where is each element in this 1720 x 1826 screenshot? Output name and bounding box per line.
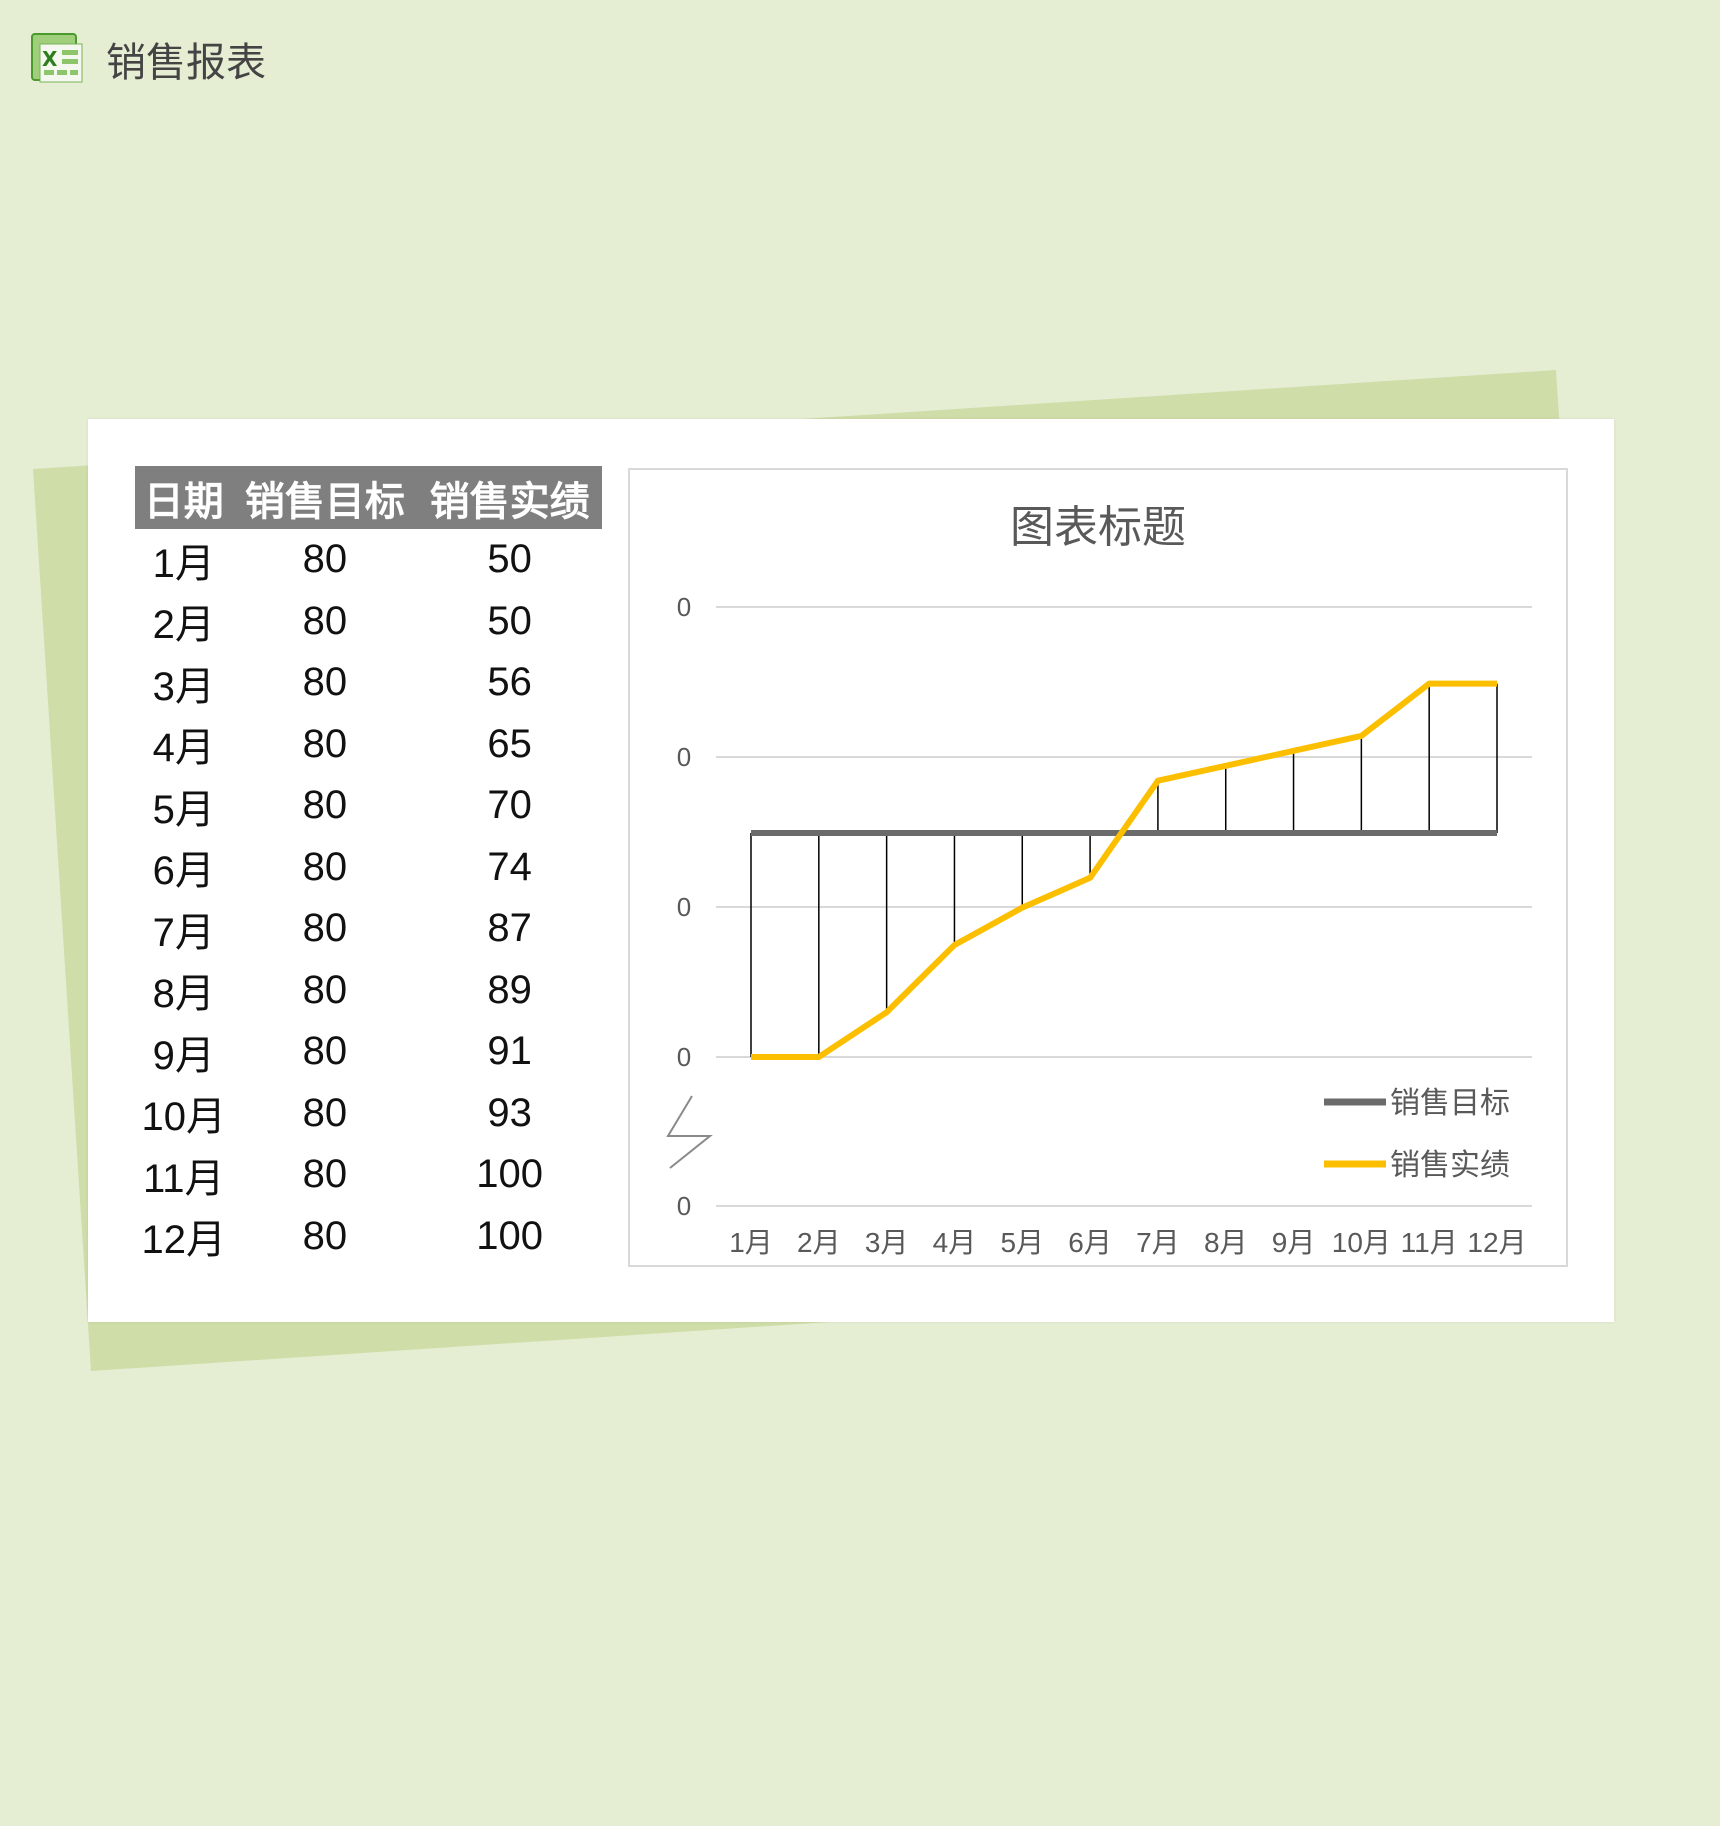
table-cell: 4月 bbox=[152, 726, 215, 771]
table-cell: 2月 bbox=[152, 603, 215, 648]
table-cell: 3月 bbox=[152, 664, 215, 709]
x-tick-label: 2月 bbox=[797, 1227, 841, 1258]
table-cell: 80 bbox=[302, 844, 348, 889]
y-tick-label: 0 bbox=[677, 892, 691, 922]
x-tick-label: 11月 bbox=[1401, 1227, 1458, 1258]
excel-icon: X bbox=[31, 33, 83, 83]
table-cell: 65 bbox=[487, 721, 532, 766]
x-tick-label: 4月 bbox=[933, 1227, 977, 1258]
table-cell: 80 bbox=[302, 537, 348, 582]
table-cell: 80 bbox=[302, 721, 348, 766]
table-cell: 80 bbox=[302, 1213, 348, 1258]
x-tick-label: 1月 bbox=[729, 1227, 773, 1258]
table-row: 1月 80 50 bbox=[135, 529, 602, 591]
table-cell: 12月 bbox=[141, 1218, 227, 1263]
table-cell: 8月 bbox=[152, 972, 215, 1017]
column-header: 销售目标 bbox=[232, 466, 418, 529]
x-tick-label: 5月 bbox=[1000, 1227, 1044, 1258]
column-header: 销售实绩 bbox=[417, 466, 602, 529]
sales-table: 日期 销售目标 销售实绩 1月 80 50 2月 80 50 3月 80 56 4月 80 65 5月 80 7… bbox=[135, 466, 602, 1267]
legend-label: 销售目标 bbox=[1390, 1086, 1510, 1121]
table-cell: 11月 bbox=[143, 1156, 225, 1201]
x-tick-label: 6月 bbox=[1068, 1227, 1112, 1258]
table-cell: 5月 bbox=[152, 787, 215, 832]
table-cell: 7月 bbox=[152, 910, 215, 955]
legend-label: 销售实绩 bbox=[1390, 1148, 1510, 1183]
series-line-actual bbox=[751, 680, 1497, 1061]
table-cell: 70 bbox=[487, 783, 532, 828]
y-tick-label: 0 bbox=[677, 592, 691, 622]
table-row: 7月 80 87 bbox=[135, 898, 602, 960]
table-cell: 10月 bbox=[141, 1095, 227, 1140]
table-cell: 80 bbox=[302, 1029, 348, 1074]
x-tick-label: 9月 bbox=[1272, 1227, 1316, 1258]
table-cell: 80 bbox=[302, 598, 348, 643]
table-cell: 100 bbox=[476, 1152, 543, 1197]
table-cell: 80 bbox=[302, 660, 348, 705]
table-row: 5月 80 70 bbox=[135, 775, 602, 837]
app-title: 销售报表 bbox=[106, 40, 266, 86]
table-cell: 80 bbox=[302, 1090, 348, 1135]
table-cell: 93 bbox=[487, 1090, 532, 1135]
table-cell: 6月 bbox=[152, 849, 215, 894]
column-header: 日期 bbox=[135, 466, 233, 529]
table-cell: 80 bbox=[302, 783, 348, 828]
table-cell: 87 bbox=[487, 906, 532, 951]
table-cell: 80 bbox=[302, 906, 348, 951]
table-cell: 50 bbox=[487, 537, 532, 582]
table-cell: 80 bbox=[302, 1152, 348, 1197]
table-row: 9月 80 91 bbox=[135, 1021, 602, 1083]
axis-break-icon bbox=[666, 1095, 713, 1169]
table-row: 11月 80 100 bbox=[135, 1144, 602, 1206]
chart-title: 图表标题 bbox=[1010, 502, 1186, 553]
table-row: 6月 80 74 bbox=[135, 837, 602, 899]
table-cell: 50 bbox=[487, 598, 532, 643]
x-tick-label: 8月 bbox=[1204, 1227, 1248, 1258]
table-cell: 80 bbox=[302, 967, 348, 1012]
x-tick-label: 12月 bbox=[1467, 1227, 1526, 1258]
svg-text:X: X bbox=[42, 47, 58, 71]
table-row: 3月 80 56 bbox=[135, 652, 602, 714]
y-tick-label: 0 bbox=[677, 1191, 691, 1221]
app-header: X 销售报表 bbox=[30, 31, 266, 87]
y-tick-label: 0 bbox=[677, 1042, 691, 1072]
table-row: 8月 80 89 bbox=[135, 960, 602, 1022]
table-header-row: 日期 销售目标 销售实绩 bbox=[135, 466, 602, 529]
table-row: 2月 80 50 bbox=[135, 591, 602, 653]
x-tick-label: 7月 bbox=[1136, 1227, 1180, 1258]
x-tick-label: 10月 bbox=[1332, 1227, 1391, 1258]
table-cell: 100 bbox=[476, 1213, 543, 1258]
y-tick-label: 0 bbox=[677, 742, 691, 772]
table-cell: 56 bbox=[487, 660, 532, 705]
x-tick-label: 3月 bbox=[865, 1227, 909, 1258]
table-cell: 74 bbox=[487, 844, 532, 889]
table-cell: 9月 bbox=[152, 1033, 215, 1078]
table-cell: 1月 bbox=[152, 541, 215, 586]
table-cell: 89 bbox=[487, 967, 532, 1012]
table-cell: 91 bbox=[487, 1029, 532, 1074]
table-row: 10月 80 93 bbox=[135, 1083, 602, 1145]
table-row: 4月 80 65 bbox=[135, 714, 602, 776]
table-row: 12月 80 100 bbox=[135, 1206, 602, 1268]
